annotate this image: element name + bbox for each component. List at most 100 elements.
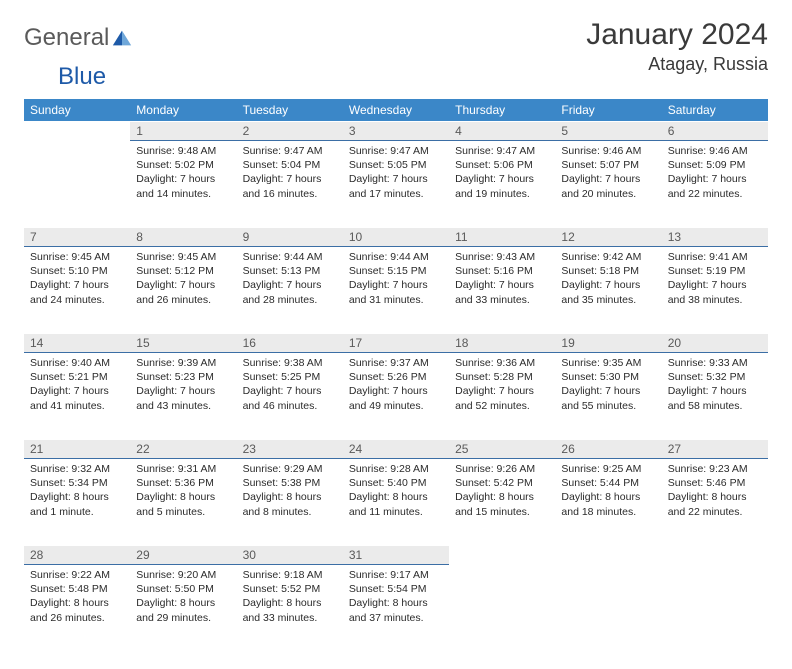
day-number: 30 — [237, 545, 343, 565]
day-details: Sunrise: 9:39 AMSunset: 5:23 PMDaylight:… — [130, 353, 236, 419]
day-cell: Sunrise: 9:47 AMSunset: 5:05 PMDaylight:… — [343, 141, 449, 227]
sunrise-line: Sunrise: 9:43 AM — [455, 250, 549, 264]
day-cell: Sunrise: 9:25 AMSunset: 5:44 PMDaylight:… — [555, 459, 661, 545]
week-row: Sunrise: 9:45 AMSunset: 5:10 PMDaylight:… — [24, 247, 768, 333]
day-details: Sunrise: 9:45 AMSunset: 5:10 PMDaylight:… — [24, 247, 130, 313]
daylight-line: Daylight: 7 hours and 43 minutes. — [136, 384, 230, 412]
day-number: 15 — [130, 333, 236, 353]
day-number — [555, 545, 661, 551]
day-number: 10 — [343, 227, 449, 247]
day-number: 17 — [343, 333, 449, 353]
day-details: Sunrise: 9:41 AMSunset: 5:19 PMDaylight:… — [662, 247, 768, 313]
day-number: 5 — [555, 121, 661, 141]
daynum-cell: 25 — [449, 439, 555, 459]
sunset-line: Sunset: 5:19 PM — [668, 264, 762, 278]
daylight-line: Daylight: 7 hours and 22 minutes. — [668, 172, 762, 200]
sunset-line: Sunset: 5:02 PM — [136, 158, 230, 172]
day-number: 20 — [662, 333, 768, 353]
day-number: 2 — [237, 121, 343, 141]
daynum-cell: 16 — [237, 333, 343, 353]
daylight-line: Daylight: 7 hours and 28 minutes. — [243, 278, 337, 306]
sunrise-line: Sunrise: 9:47 AM — [455, 144, 549, 158]
daynum-cell: 22 — [130, 439, 236, 459]
day-cell: Sunrise: 9:28 AMSunset: 5:40 PMDaylight:… — [343, 459, 449, 545]
daynum-cell — [24, 121, 130, 141]
calendar-page: General January 2024 Atagay, Russia Blue… — [0, 0, 792, 669]
day-number — [449, 545, 555, 551]
daylight-line: Daylight: 7 hours and 16 minutes. — [243, 172, 337, 200]
daylight-line: Daylight: 8 hours and 33 minutes. — [243, 596, 337, 624]
day-details: Sunrise: 9:32 AMSunset: 5:34 PMDaylight:… — [24, 459, 130, 525]
sunset-line: Sunset: 5:44 PM — [561, 476, 655, 490]
daylight-line: Daylight: 7 hours and 52 minutes. — [455, 384, 549, 412]
day-details: Sunrise: 9:40 AMSunset: 5:21 PMDaylight:… — [24, 353, 130, 419]
daylight-line: Daylight: 8 hours and 26 minutes. — [30, 596, 124, 624]
daynum-cell: 2 — [237, 121, 343, 141]
daynum-cell: 3 — [343, 121, 449, 141]
sunset-line: Sunset: 5:12 PM — [136, 264, 230, 278]
day-details: Sunrise: 9:17 AMSunset: 5:54 PMDaylight:… — [343, 565, 449, 631]
sunrise-line: Sunrise: 9:36 AM — [455, 356, 549, 370]
sunrise-line: Sunrise: 9:17 AM — [349, 568, 443, 582]
daynum-row: 14151617181920 — [24, 333, 768, 353]
day-number: 8 — [130, 227, 236, 247]
sunrise-line: Sunrise: 9:44 AM — [243, 250, 337, 264]
day-number: 11 — [449, 227, 555, 247]
day-cell: Sunrise: 9:46 AMSunset: 5:09 PMDaylight:… — [662, 141, 768, 227]
day-number: 16 — [237, 333, 343, 353]
weekday-header: Monday — [130, 99, 236, 121]
day-details: Sunrise: 9:43 AMSunset: 5:16 PMDaylight:… — [449, 247, 555, 313]
sunset-line: Sunset: 5:36 PM — [136, 476, 230, 490]
sunset-line: Sunset: 5:23 PM — [136, 370, 230, 384]
daynum-cell: 11 — [449, 227, 555, 247]
day-cell — [555, 565, 661, 651]
daylight-line: Daylight: 7 hours and 35 minutes. — [561, 278, 655, 306]
daynum-cell: 27 — [662, 439, 768, 459]
day-cell: Sunrise: 9:38 AMSunset: 5:25 PMDaylight:… — [237, 353, 343, 439]
sunset-line: Sunset: 5:50 PM — [136, 582, 230, 596]
sunrise-line: Sunrise: 9:38 AM — [243, 356, 337, 370]
weekday-header: Thursday — [449, 99, 555, 121]
sunrise-line: Sunrise: 9:41 AM — [668, 250, 762, 264]
day-cell: Sunrise: 9:45 AMSunset: 5:12 PMDaylight:… — [130, 247, 236, 333]
day-number: 13 — [662, 227, 768, 247]
daylight-line: Daylight: 7 hours and 17 minutes. — [349, 172, 443, 200]
weekday-header: Friday — [555, 99, 661, 121]
day-number: 23 — [237, 439, 343, 459]
sunset-line: Sunset: 5:13 PM — [243, 264, 337, 278]
sunrise-line: Sunrise: 9:35 AM — [561, 356, 655, 370]
sunset-line: Sunset: 5:16 PM — [455, 264, 549, 278]
day-cell: Sunrise: 9:29 AMSunset: 5:38 PMDaylight:… — [237, 459, 343, 545]
daylight-line: Daylight: 7 hours and 19 minutes. — [455, 172, 549, 200]
daynum-cell: 14 — [24, 333, 130, 353]
day-cell — [24, 141, 130, 227]
sunset-line: Sunset: 5:05 PM — [349, 158, 443, 172]
brand-word-1: General — [24, 24, 109, 52]
day-cell: Sunrise: 9:36 AMSunset: 5:28 PMDaylight:… — [449, 353, 555, 439]
sunrise-line: Sunrise: 9:22 AM — [30, 568, 124, 582]
sunrise-line: Sunrise: 9:47 AM — [349, 144, 443, 158]
daynum-cell: 19 — [555, 333, 661, 353]
brand-mark-icon — [111, 27, 133, 49]
sunset-line: Sunset: 5:38 PM — [243, 476, 337, 490]
weekday-header: Saturday — [662, 99, 768, 121]
week-row: Sunrise: 9:22 AMSunset: 5:48 PMDaylight:… — [24, 565, 768, 651]
brand-word-2: Blue — [58, 63, 792, 91]
sunset-line: Sunset: 5:07 PM — [561, 158, 655, 172]
day-number: 18 — [449, 333, 555, 353]
day-cell: Sunrise: 9:20 AMSunset: 5:50 PMDaylight:… — [130, 565, 236, 651]
sunset-line: Sunset: 5:09 PM — [668, 158, 762, 172]
daynum-cell: 15 — [130, 333, 236, 353]
daynum-cell: 5 — [555, 121, 661, 141]
day-cell: Sunrise: 9:40 AMSunset: 5:21 PMDaylight:… — [24, 353, 130, 439]
daynum-cell — [555, 545, 661, 565]
daynum-cell: 26 — [555, 439, 661, 459]
day-cell: Sunrise: 9:23 AMSunset: 5:46 PMDaylight:… — [662, 459, 768, 545]
day-details: Sunrise: 9:26 AMSunset: 5:42 PMDaylight:… — [449, 459, 555, 525]
daynum-row: 21222324252627 — [24, 439, 768, 459]
day-number: 31 — [343, 545, 449, 565]
daylight-line: Daylight: 7 hours and 41 minutes. — [30, 384, 124, 412]
sunrise-line: Sunrise: 9:23 AM — [668, 462, 762, 476]
daylight-line: Daylight: 7 hours and 31 minutes. — [349, 278, 443, 306]
sunrise-line: Sunrise: 9:45 AM — [136, 250, 230, 264]
